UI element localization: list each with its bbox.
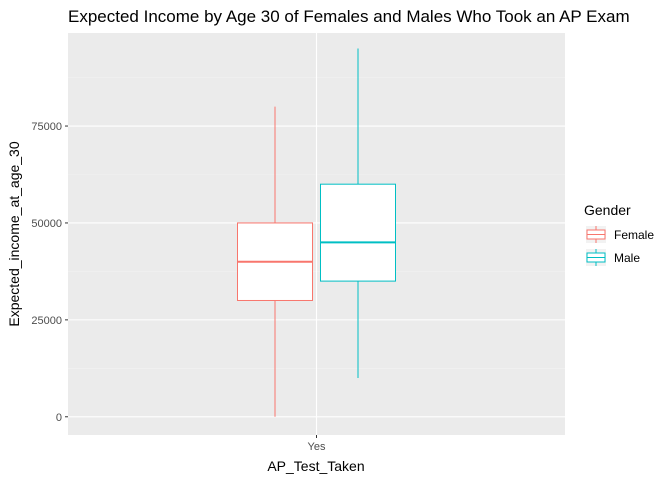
x-tick-label: Yes [308,441,326,453]
box-iqr [320,183,396,282]
y-axis-title: Expected_income_at_age_30 [6,141,22,326]
legend-label-female: Female [614,228,654,242]
legend-key-male: Male [586,249,640,266]
boxplot-series [237,48,396,417]
y-axis: 0 25000 50000 75000 [31,121,68,424]
box-male [320,48,396,379]
legend-keys: Female Male [586,226,654,266]
legend: Gender Female Male [584,202,654,266]
legend-label-male: Male [614,251,640,265]
x-axis: Yes [308,435,326,453]
y-tick-label: 25000 [31,315,62,327]
box-female [237,106,313,417]
legend-title: Gender [584,202,631,218]
y-tick-label: 75000 [31,121,62,133]
chart-title: Expected Income by Age 30 of Females and… [68,7,630,26]
x-axis-title: AP_Test_Taken [267,458,364,474]
y-tick-label: 0 [56,412,62,424]
legend-key-female: Female [586,226,654,243]
y-tick-label: 50000 [31,218,62,230]
major-gridlines [68,33,565,435]
